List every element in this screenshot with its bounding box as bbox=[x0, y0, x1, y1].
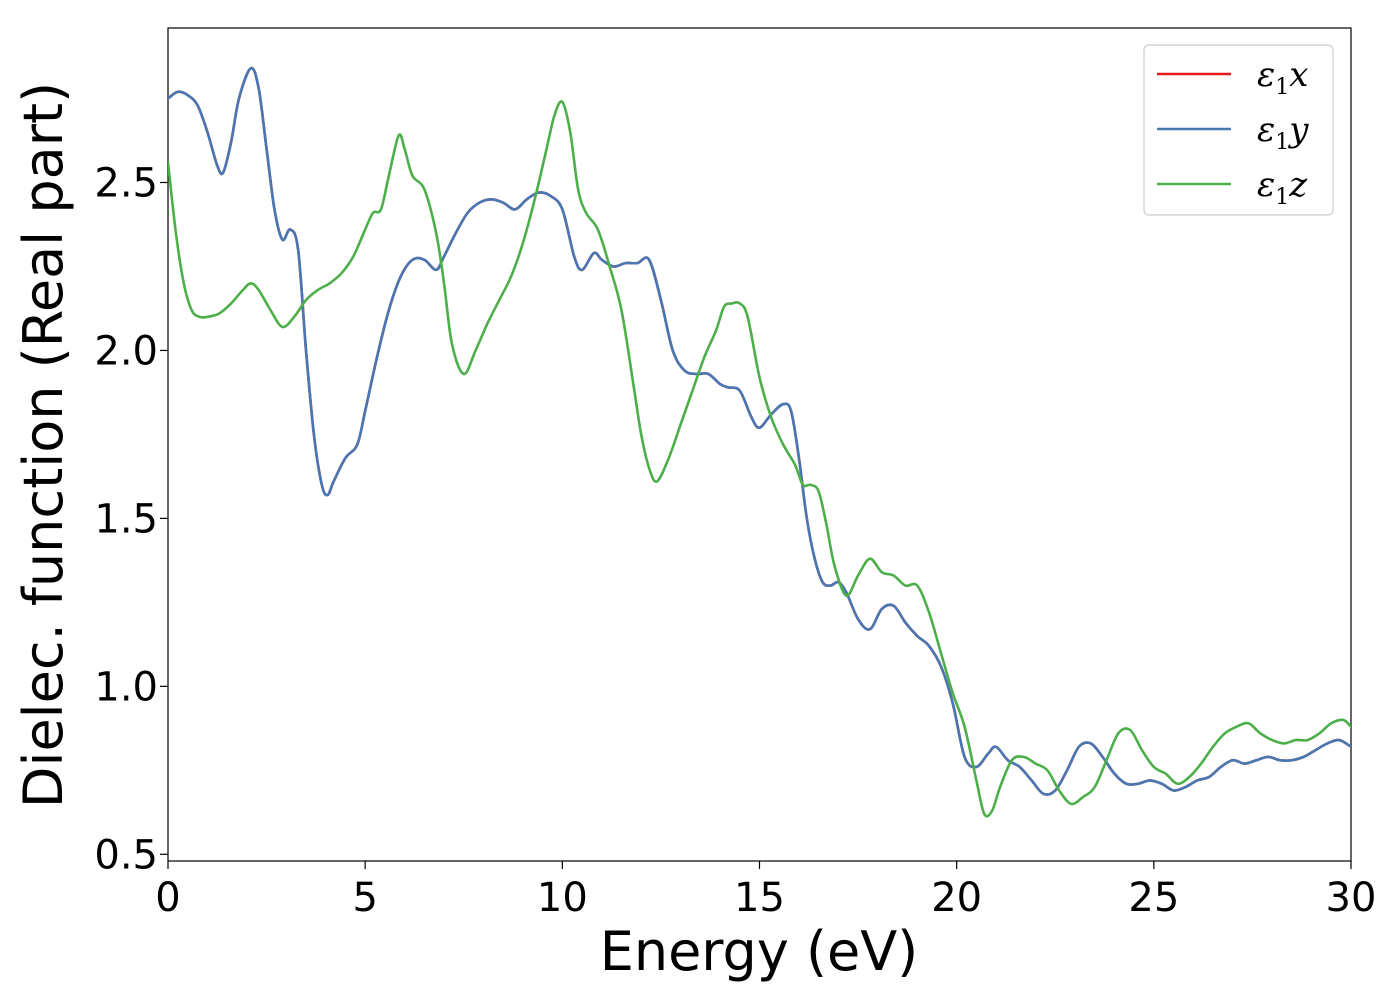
x-tick-label: 20 bbox=[931, 875, 982, 921]
series-layer bbox=[168, 66, 1351, 818]
y-tick-label: 0.5 bbox=[94, 832, 158, 878]
x-tick-label: 25 bbox=[1128, 875, 1179, 921]
x-tick-label: 15 bbox=[734, 875, 785, 921]
y-tick-label: 1.0 bbox=[94, 664, 158, 710]
y-tick-label: 2.5 bbox=[94, 161, 158, 207]
legend-box bbox=[1143, 44, 1334, 216]
y-axis-label: Dielec. function (Real part) bbox=[12, 82, 75, 808]
x-tick-label: 5 bbox=[352, 875, 377, 921]
legend: ε1x ε1y ε1z bbox=[1143, 44, 1334, 216]
x-axis: 0 5 10 15 20 25 30 bbox=[155, 861, 1376, 921]
x-tick-label: 30 bbox=[1326, 875, 1377, 921]
series-line-z bbox=[168, 100, 1351, 818]
legend-label-z: ε1z bbox=[1257, 165, 1308, 210]
x-axis-label: Energy (eV) bbox=[600, 920, 919, 983]
y-tick-label: 2.0 bbox=[94, 328, 158, 374]
x-tick-label: 10 bbox=[537, 875, 588, 921]
legend-label-x: ε1x bbox=[1257, 55, 1308, 100]
y-axis: 0.5 1.0 1.5 2.0 2.5 bbox=[94, 161, 168, 878]
series-line-y bbox=[168, 66, 1351, 796]
x-tick-label: 0 bbox=[155, 875, 180, 921]
legend-label-y: ε1y bbox=[1257, 110, 1309, 155]
y-tick-label: 1.5 bbox=[94, 496, 158, 542]
